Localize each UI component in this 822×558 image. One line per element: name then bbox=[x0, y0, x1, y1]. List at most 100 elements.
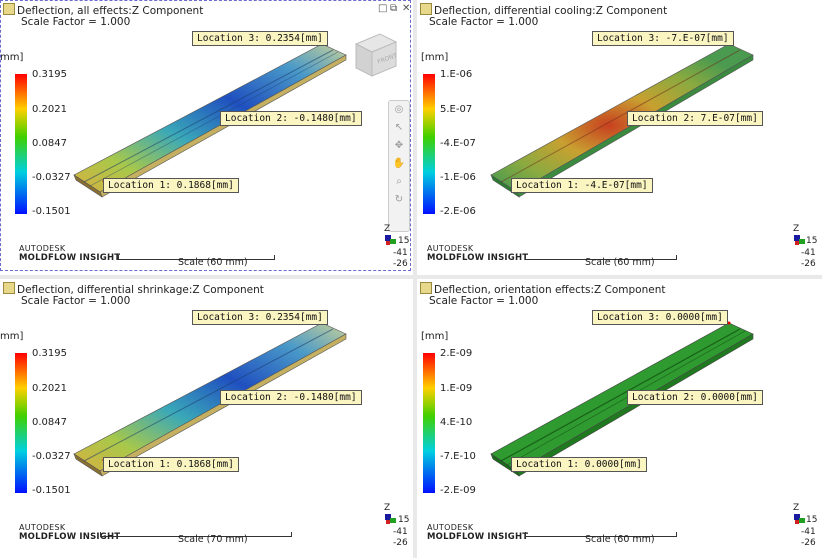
legend-tick: -1.E-06 bbox=[440, 172, 476, 183]
orbit-icon[interactable]: ◎ bbox=[394, 104, 404, 115]
axis-triad: Z bbox=[793, 224, 807, 249]
brand-logo: AUTODESK MOLDFLOW INSIGHT bbox=[427, 244, 528, 263]
location-1-label[interactable]: Location 1: 0.1868[mm] bbox=[103, 457, 239, 472]
color-legend-bar bbox=[423, 74, 435, 214]
axis-value: -41 bbox=[393, 527, 408, 537]
color-legend-bar bbox=[423, 353, 435, 493]
title-text: Deflection, orientation effects:Z Compon… bbox=[434, 284, 666, 296]
axis-value: -41 bbox=[801, 527, 816, 537]
brand-top: AUTODESK bbox=[427, 523, 474, 532]
brand-top: AUTODESK bbox=[427, 244, 474, 253]
navigation-bar: ◎ ↖ ✥ ✋ ⌕ ↻ bbox=[388, 100, 410, 232]
legend-tick: 2.E-09 bbox=[440, 348, 473, 359]
zoom-icon[interactable]: ⌕ bbox=[396, 176, 402, 187]
location-3-label[interactable]: Location 3: 0.2354[mm] bbox=[192, 31, 328, 46]
scale-text: Scale (70 mm) bbox=[178, 534, 248, 545]
viewport-title: Deflection, all effects:Z Component bbox=[3, 3, 203, 18]
result-folder-icon bbox=[3, 3, 15, 15]
legend-tick: -0.1501 bbox=[32, 485, 71, 496]
scale-text: Scale (60 mm) bbox=[585, 534, 655, 545]
location-3-label[interactable]: Location 3: 0.2354[mm] bbox=[192, 310, 328, 325]
result-folder-icon bbox=[3, 282, 15, 294]
rotate-icon[interactable]: ↻ bbox=[394, 194, 404, 205]
brand-logo: AUTODESK MOLDFLOW INSIGHT bbox=[427, 523, 528, 542]
hand-icon[interactable]: ✋ bbox=[392, 158, 406, 169]
location-1-label[interactable]: Location 1: -4.E-07[mm] bbox=[511, 178, 653, 193]
unit-label: mm] bbox=[0, 52, 24, 63]
viewport-orientation-effects[interactable]: Deflection, orientation effects:Z Compon… bbox=[417, 279, 822, 558]
viewport-all-effects[interactable]: Deflection, all effects:Z Component Scal… bbox=[0, 0, 411, 273]
scale-bar bbox=[525, 532, 677, 537]
brand-top: AUTODESK bbox=[19, 244, 66, 253]
viewport-differential-shrinkage[interactable]: Deflection, differential shrinkage:Z Com… bbox=[0, 279, 411, 558]
legend-tick: -7.E-10 bbox=[440, 451, 476, 462]
part-model[interactable] bbox=[0, 0, 411, 273]
horizontal-splitter[interactable] bbox=[0, 275, 822, 279]
legend-tick: -2.E-09 bbox=[440, 485, 476, 496]
axis-triad: Z bbox=[384, 503, 398, 528]
scale-text: Scale (60 mm) bbox=[585, 257, 655, 268]
legend-tick: -0.1501 bbox=[32, 206, 71, 217]
select-icon[interactable]: ↖ bbox=[394, 122, 404, 133]
vertical-splitter[interactable] bbox=[413, 0, 417, 558]
axis-value: -26 bbox=[393, 538, 408, 548]
location-2-label[interactable]: Location 2: 0.0000[mm] bbox=[627, 390, 763, 405]
unit-label: [mm] bbox=[421, 331, 449, 342]
legend-tick: -0.0327 bbox=[32, 172, 71, 183]
restore-icon[interactable]: ⧉ bbox=[390, 3, 398, 14]
axis-triad: Z bbox=[384, 224, 398, 249]
color-legend-bar bbox=[15, 353, 27, 493]
axis-value: 15 bbox=[806, 236, 818, 246]
axis-triad-icon bbox=[385, 235, 396, 245]
title-text: Deflection, all effects:Z Component bbox=[17, 5, 204, 17]
legend-tick: -0.0327 bbox=[32, 451, 71, 462]
viewport-differential-cooling[interactable]: Deflection, differential cooling:Z Compo… bbox=[417, 0, 822, 273]
part-model[interactable] bbox=[0, 279, 411, 558]
legend-tick: 0.3195 bbox=[32, 69, 67, 80]
location-1-label[interactable]: Location 1: 0.1868[mm] bbox=[103, 178, 239, 193]
axis-label: Z bbox=[384, 224, 391, 234]
axis-value: -26 bbox=[393, 259, 408, 269]
title-text: Deflection, differential shrinkage:Z Com… bbox=[17, 284, 264, 296]
location-2-label[interactable]: Location 2: -0.1480[mm] bbox=[220, 111, 362, 126]
location-2-label[interactable]: Location 2: 7.E-07[mm] bbox=[627, 111, 763, 126]
axis-value: -41 bbox=[801, 248, 816, 258]
viewport-title: Deflection, differential shrinkage:Z Com… bbox=[3, 282, 264, 297]
axis-triad-icon bbox=[794, 514, 805, 524]
location-3-label[interactable]: Location 3: 0.0000[mm] bbox=[592, 310, 728, 325]
brand-bottom: MOLDFLOW INSIGHT bbox=[427, 532, 529, 542]
scale-factor: Scale Factor = 1.000 bbox=[429, 16, 539, 28]
location-3-label[interactable]: Location 3: -7.E-07[mm] bbox=[592, 31, 734, 46]
legend-tick: 0.0847 bbox=[32, 417, 67, 428]
pan-icon[interactable]: ✥ bbox=[394, 140, 404, 151]
location-1-label[interactable]: Location 1: 0.0000[mm] bbox=[511, 457, 647, 472]
part-model[interactable] bbox=[417, 279, 822, 558]
scale-bar bbox=[118, 255, 275, 260]
brand-top: AUTODESK bbox=[19, 523, 66, 532]
viewport-title: Deflection, differential cooling:Z Compo… bbox=[420, 3, 667, 18]
scale-factor: Scale Factor = 1.000 bbox=[21, 16, 131, 28]
brand-bottom: MOLDFLOW INSIGHT bbox=[19, 532, 121, 542]
scale-factor: Scale Factor = 1.000 bbox=[429, 295, 539, 307]
scale-bar bbox=[100, 532, 292, 537]
legend-tick: 0.3195 bbox=[32, 348, 67, 359]
brand-logo: AUTODESK MOLDFLOW INSIGHT bbox=[19, 244, 120, 263]
axis-value: -26 bbox=[801, 259, 816, 269]
title-text: Deflection, differential cooling:Z Compo… bbox=[434, 5, 668, 17]
close-icon[interactable]: ✕ bbox=[402, 3, 411, 14]
brand-logo: AUTODESK MOLDFLOW INSIGHT bbox=[19, 523, 120, 542]
scale-bar bbox=[525, 255, 677, 260]
minimize-icon[interactable]: □ bbox=[378, 3, 388, 14]
axis-value: -41 bbox=[393, 248, 408, 258]
viewport-title: Deflection, orientation effects:Z Compon… bbox=[420, 282, 666, 297]
result-folder-icon bbox=[420, 3, 432, 15]
view-cube[interactable]: FRONT bbox=[350, 30, 400, 80]
legend-tick: 4.E-10 bbox=[440, 417, 473, 428]
axis-value: 15 bbox=[806, 515, 818, 525]
axis-label: Z bbox=[793, 503, 800, 513]
legend-tick: -2.E-06 bbox=[440, 206, 476, 217]
location-2-label[interactable]: Location 2: -0.1480[mm] bbox=[220, 390, 362, 405]
scale-factor: Scale Factor = 1.000 bbox=[21, 295, 131, 307]
axis-label: Z bbox=[793, 224, 800, 234]
color-legend-bar bbox=[15, 74, 27, 214]
